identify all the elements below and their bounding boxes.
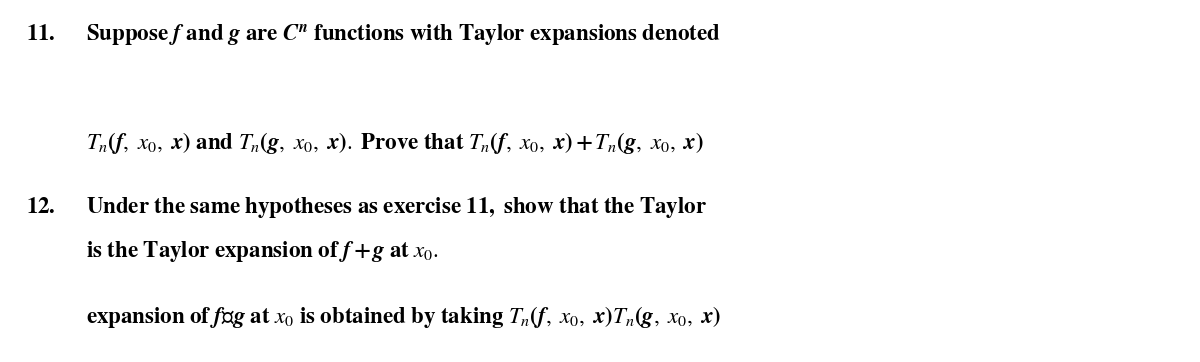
Text: $\mathbf{Suppose}\ \boldsymbol{f}\ \mathbf{and}\ \boldsymbol{g}\ \mathbf{are}\ \: $\mathbf{Suppose}\ \boldsymbol{f}\ \math… bbox=[86, 22, 721, 47]
Text: $\mathbf{11.}$: $\mathbf{11.}$ bbox=[26, 22, 56, 45]
Text: $\boldsymbol{T_n(f,\ x_0,\ x)}\ \mathbf{and}\ \boldsymbol{T_n(g,\ x_0,\ x)}.$$\ : $\boldsymbol{T_n(f,\ x_0,\ x)}\ \mathbf{… bbox=[86, 130, 704, 156]
Text: $\mathbf{expansion\ of}\ \boldsymbol{f}{\boldsymbol{\cdot}}\boldsymbol{g}\ \math: $\mathbf{expansion\ of}\ \boldsymbol{f}{… bbox=[86, 304, 721, 330]
Text: $\mathbf{12.}$: $\mathbf{12.}$ bbox=[26, 195, 56, 219]
Text: $\mathbf{Under\ the\ same\ hypotheses\ as\ exercise\ 11,\ show\ that\ the\ Taylo: $\mathbf{Under\ the\ same\ hypotheses\ a… bbox=[86, 195, 708, 220]
Text: $\mathbf{is\ the\ Taylor\ expansion\ of}\ \boldsymbol{f+g}\ \mathbf{at}\ \boldsy: $\mathbf{is\ the\ Taylor\ expansion\ of}… bbox=[86, 239, 439, 264]
